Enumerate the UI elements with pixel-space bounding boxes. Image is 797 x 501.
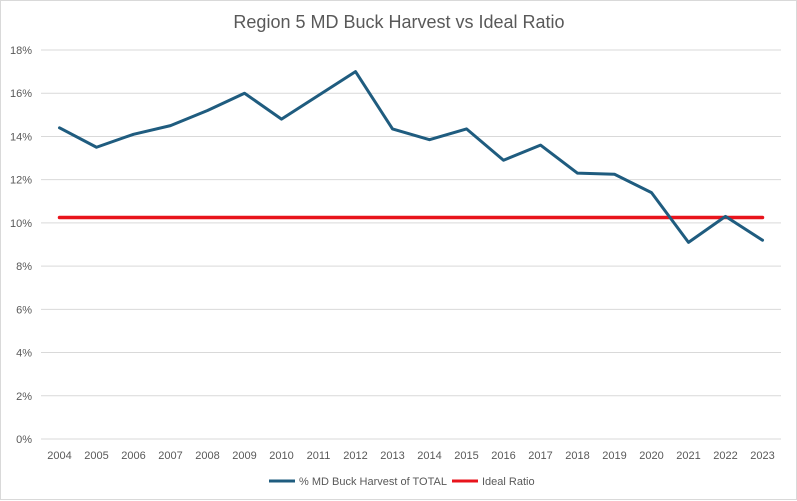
series-lines [57, 70, 765, 244]
x-tick-label: 2018 [565, 450, 589, 462]
x-tick-label: 2014 [417, 450, 441, 462]
x-tick-label: 2017 [528, 450, 552, 462]
legend-label-1: Ideal Ratio [482, 476, 535, 488]
x-tick-label: 2004 [47, 450, 71, 462]
y-tick-label: 6% [16, 304, 32, 316]
y-tick-label: 12% [10, 175, 32, 187]
chart-title: Region 5 MD Buck Harvest vs Ideal Ratio [233, 12, 564, 32]
x-tick-label: 2019 [602, 450, 626, 462]
x-tick-label: 2009 [232, 450, 256, 462]
x-tick-label: 2012 [343, 450, 367, 462]
y-tick-label: 18% [10, 45, 32, 57]
x-tick-label: 2008 [195, 450, 219, 462]
x-tick-label: 2022 [713, 450, 737, 462]
x-tick-label: 2011 [307, 450, 331, 462]
y-tick-label: 8% [16, 261, 32, 273]
series-line-buck-harvest [58, 70, 764, 244]
x-tick-label: 2016 [491, 450, 515, 462]
y-tick-label: 2% [16, 391, 32, 403]
x-tick-label: 2020 [639, 450, 663, 462]
x-tick-label: 2007 [158, 450, 182, 462]
y-tick-label: 16% [10, 88, 32, 100]
x-axis-ticks: 2004 2005 2006 2007 2008 2009 2010 2011 2012 2013… [47, 450, 774, 462]
grid-lines [41, 49, 781, 440]
y-tick-label: 4% [16, 348, 32, 360]
x-tick-label: 2010 [269, 450, 293, 462]
y-tick-label: 14% [10, 131, 32, 143]
x-tick-label: 2013 [380, 450, 404, 462]
x-tick-label: 2005 [84, 450, 108, 462]
x-tick-label: 2006 [121, 450, 145, 462]
x-tick-label: 2021 [676, 450, 700, 462]
y-tick-label: 10% [10, 218, 32, 230]
y-tick-label: 0% [16, 434, 32, 446]
legend-label-0: % MD Buck Harvest of TOTAL [299, 476, 447, 488]
y-axis-ticks: 0% 2% 4% 6% 8% 10% 12% 14% 16% 18% [10, 45, 32, 446]
legend: % MD Buck Harvest of TOTAL Ideal Ratio [269, 476, 535, 488]
x-tick-label: 2015 [454, 450, 478, 462]
x-tick-label: 2023 [750, 450, 774, 462]
